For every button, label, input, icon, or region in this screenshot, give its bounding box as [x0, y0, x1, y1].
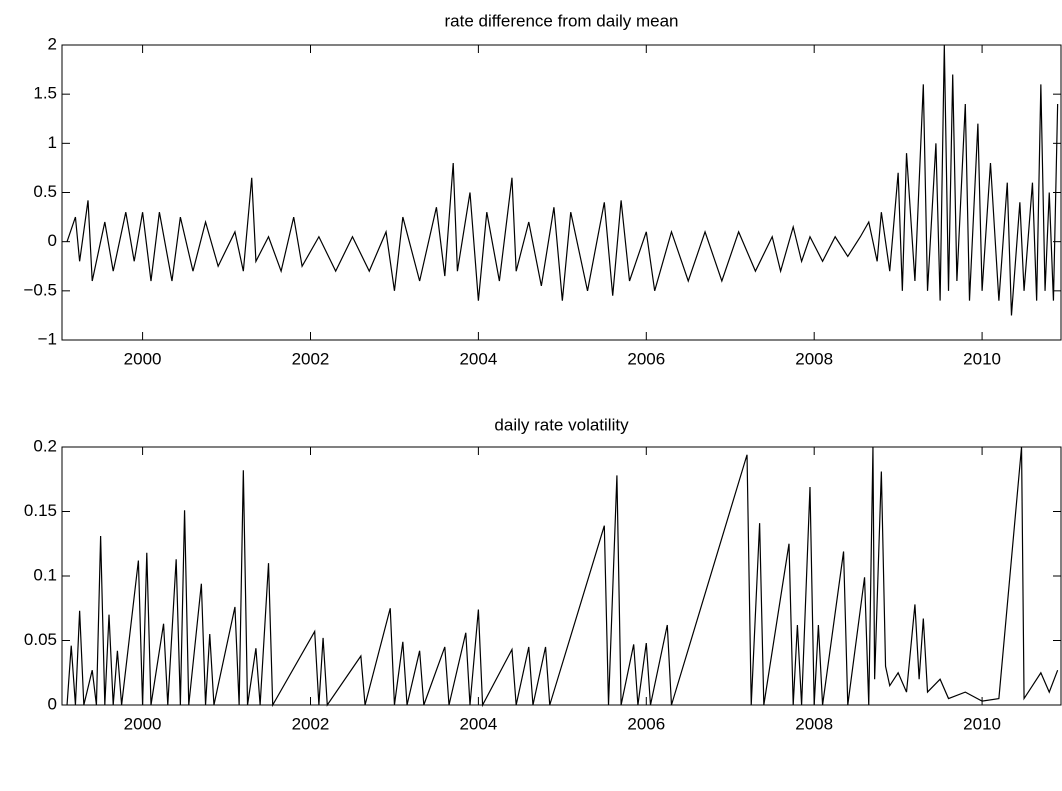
- y-tick-label: 0.5: [33, 182, 57, 201]
- x-tick-label: 2000: [124, 349, 162, 368]
- y-tick-label: −1: [38, 329, 57, 348]
- x-tick-label: 2010: [963, 349, 1001, 368]
- x-tick-label: 2008: [795, 714, 833, 733]
- x-tick-label: 2006: [627, 349, 665, 368]
- y-tick-label: 0: [48, 694, 57, 713]
- x-tick-label: 2002: [292, 349, 330, 368]
- series-line: [66, 44, 1059, 316]
- x-tick-label: 2010: [963, 714, 1001, 733]
- y-tick-label: 0.2: [33, 436, 57, 455]
- x-tick-label: 2008: [795, 349, 833, 368]
- x-tick-label: 2002: [292, 714, 330, 733]
- series-line: [66, 446, 1059, 708]
- y-tick-label: 0: [48, 231, 57, 250]
- x-tick-label: 2004: [459, 714, 497, 733]
- y-tick-label: −0.5: [23, 280, 57, 299]
- y-tick-label: 0.05: [24, 630, 57, 649]
- y-tick-label: 0.15: [24, 501, 57, 520]
- chart-title: rate difference from daily mean: [444, 11, 678, 30]
- y-tick-label: 0.1: [33, 565, 57, 584]
- chart-title: daily rate volatility: [494, 415, 629, 434]
- y-tick-label: 1.5: [33, 84, 57, 103]
- y-tick-label: 1: [48, 133, 57, 152]
- x-tick-label: 2004: [459, 349, 497, 368]
- x-tick-label: 2000: [124, 714, 162, 733]
- y-tick-label: 2: [48, 34, 57, 53]
- x-tick-label: 2006: [627, 714, 665, 733]
